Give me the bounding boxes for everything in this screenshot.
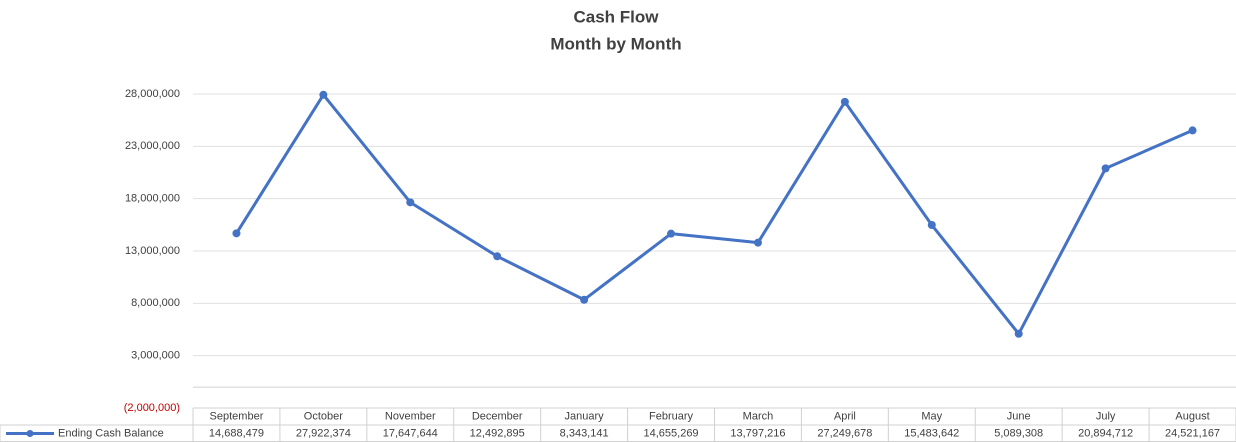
data-point [580,295,589,304]
table-value: 8,343,141 [560,427,609,439]
table-value: 13,797,216 [730,427,785,439]
table-value: 5,089,308 [994,427,1043,439]
x-tick-label: January [565,410,605,422]
y-tick-label: 23,000,000 [125,140,180,152]
table-value: 27,922,374 [296,427,351,439]
y-tick-label: 3,000,000 [131,350,180,362]
data-point [493,252,502,261]
table-value: 12,492,895 [470,427,525,439]
chart-subtitle: Month by Month [550,34,681,53]
table-value: 17,647,644 [383,427,438,439]
table-value: 24,521,167 [1165,427,1220,439]
table-value: 15,483,642 [904,427,959,439]
legend-label: Ending Cash Balance [58,427,164,439]
x-tick-label: May [921,410,942,422]
table-value: 27,249,678 [817,427,872,439]
x-tick-label: October [304,410,343,422]
data-point [1101,164,1110,173]
legend-marker [26,430,34,437]
data-point [232,229,241,238]
chart-title: Cash Flow [573,7,659,26]
x-tick-label: July [1096,410,1116,422]
x-tick-label: April [834,410,856,422]
x-tick-label: September [210,410,264,422]
x-tick-label: November [385,410,436,422]
x-tick-label: June [1007,410,1031,422]
x-tick-label: February [649,410,694,422]
data-point [840,97,849,106]
data-point [1014,329,1023,338]
data-point [667,229,676,238]
data-point [319,90,328,99]
x-tick-label: August [1175,410,1209,422]
x-tick-label: March [743,410,774,422]
y-tick-label: 28,000,000 [125,88,180,100]
table-value: 20,894,712 [1078,427,1133,439]
data-point [927,221,936,230]
y-tick-label: 13,000,000 [125,245,180,257]
y-tick-label: (2,000,000) [124,402,180,414]
data-point [1188,126,1197,135]
y-tick-label: 8,000,000 [131,297,180,309]
y-tick-label: 18,000,000 [125,193,180,205]
series-line [235,93,1194,336]
data-point [406,198,415,207]
x-tick-label: December [472,410,523,422]
table-value: 14,655,269 [644,427,699,439]
data-point [753,238,762,247]
table-value: 14,688,479 [209,427,264,439]
